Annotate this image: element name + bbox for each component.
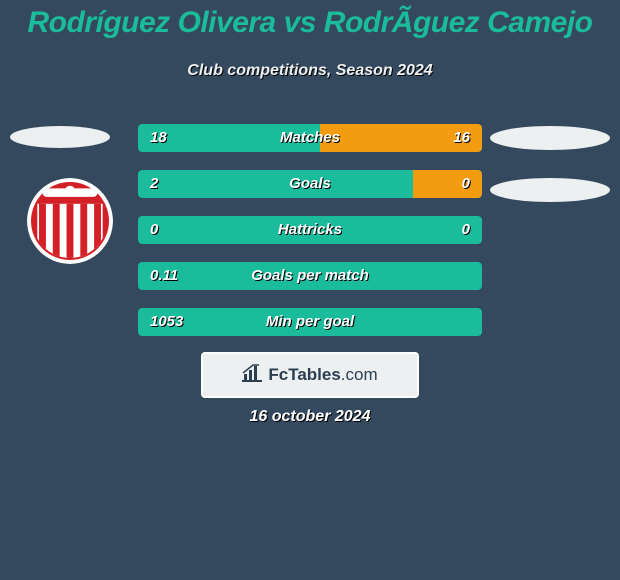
photo-placeholder [490, 178, 610, 202]
date-text: 16 october 2024 [0, 408, 620, 426]
stat-bar-row: 1816Matches [138, 124, 482, 152]
page-title: Rodríguez Olivera vs RodrÃ­guez Camejo [0, 6, 620, 40]
stat-bars: 1816Matches 20Goals 00Hattricks 0.11Goals p… [138, 124, 482, 336]
stat-label: Goals [138, 170, 482, 198]
photo-placeholder [490, 126, 610, 150]
stat-bar-row: 1053Min per goal [138, 308, 482, 336]
stat-bar-row: 0.11Goals per match [138, 262, 482, 290]
comparison-card: Rodríguez Olivera vs RodrÃ­guez Camejo C… [0, 0, 620, 580]
stat-label: Goals per match [138, 262, 482, 290]
stat-label: Hattricks [138, 216, 482, 244]
stat-label: Matches [138, 124, 482, 152]
bar-chart-icon [242, 364, 262, 387]
subtitle: Club competitions, Season 2024 [0, 62, 620, 80]
attribution-box: FcTables.com [201, 352, 419, 398]
stat-label: Min per goal [138, 308, 482, 336]
stat-bar-row: 20Goals [138, 170, 482, 198]
stat-bar-row: 00Hattricks [138, 216, 482, 244]
attribution-text: FcTables.com [268, 365, 377, 385]
club-badge [27, 178, 113, 264]
photo-placeholder [10, 126, 110, 148]
